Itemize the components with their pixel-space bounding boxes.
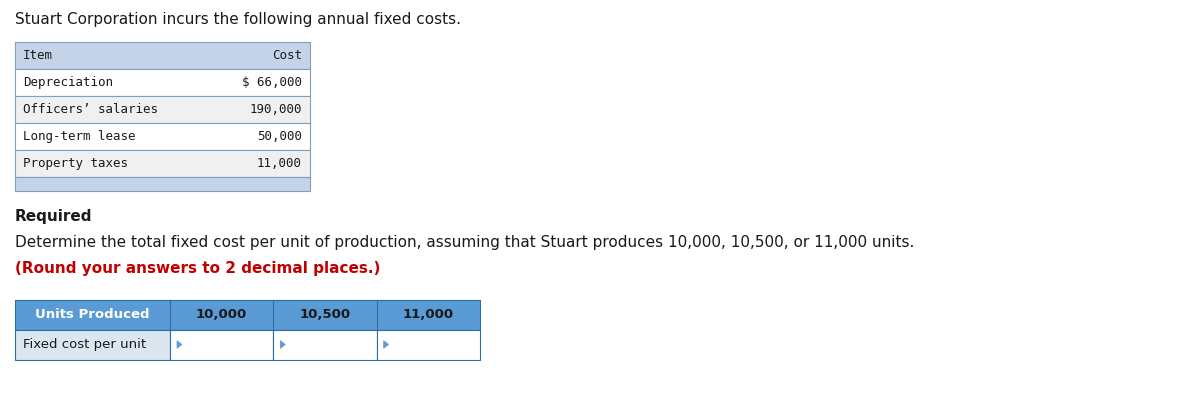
FancyBboxPatch shape (14, 150, 310, 177)
Text: 11,000: 11,000 (403, 308, 454, 321)
Text: Item: Item (23, 49, 53, 62)
Text: Stuart Corporation incurs the following annual fixed costs.: Stuart Corporation incurs the following … (14, 12, 461, 27)
Text: 50,000: 50,000 (257, 130, 302, 143)
FancyBboxPatch shape (14, 123, 310, 150)
FancyBboxPatch shape (14, 330, 170, 360)
Text: Fixed cost per unit: Fixed cost per unit (23, 338, 146, 351)
FancyBboxPatch shape (274, 330, 377, 360)
FancyBboxPatch shape (14, 300, 480, 330)
Text: 11,000: 11,000 (257, 157, 302, 170)
Text: 10,000: 10,000 (196, 308, 247, 321)
FancyBboxPatch shape (170, 330, 274, 360)
Text: Required: Required (14, 208, 92, 224)
Text: Determine the total fixed cost per unit of production, assuming that Stuart prod: Determine the total fixed cost per unit … (14, 234, 914, 250)
Text: (Round your answers to 2 decimal places.): (Round your answers to 2 decimal places.… (14, 260, 380, 276)
Text: Officers’ salaries: Officers’ salaries (23, 103, 158, 116)
Text: Property taxes: Property taxes (23, 157, 128, 170)
Text: Units Produced: Units Produced (35, 308, 150, 321)
FancyBboxPatch shape (14, 177, 310, 190)
Text: Depreciation: Depreciation (23, 76, 113, 89)
Polygon shape (384, 341, 389, 348)
Text: $ 66,000: $ 66,000 (242, 76, 302, 89)
Text: 10,500: 10,500 (300, 308, 350, 321)
FancyBboxPatch shape (14, 96, 310, 123)
FancyBboxPatch shape (377, 330, 480, 360)
Text: Long-term lease: Long-term lease (23, 130, 136, 143)
Polygon shape (281, 341, 286, 348)
Text: 190,000: 190,000 (250, 103, 302, 116)
Polygon shape (178, 341, 182, 348)
FancyBboxPatch shape (14, 69, 310, 96)
FancyBboxPatch shape (14, 42, 310, 69)
Text: Cost: Cost (272, 49, 302, 62)
